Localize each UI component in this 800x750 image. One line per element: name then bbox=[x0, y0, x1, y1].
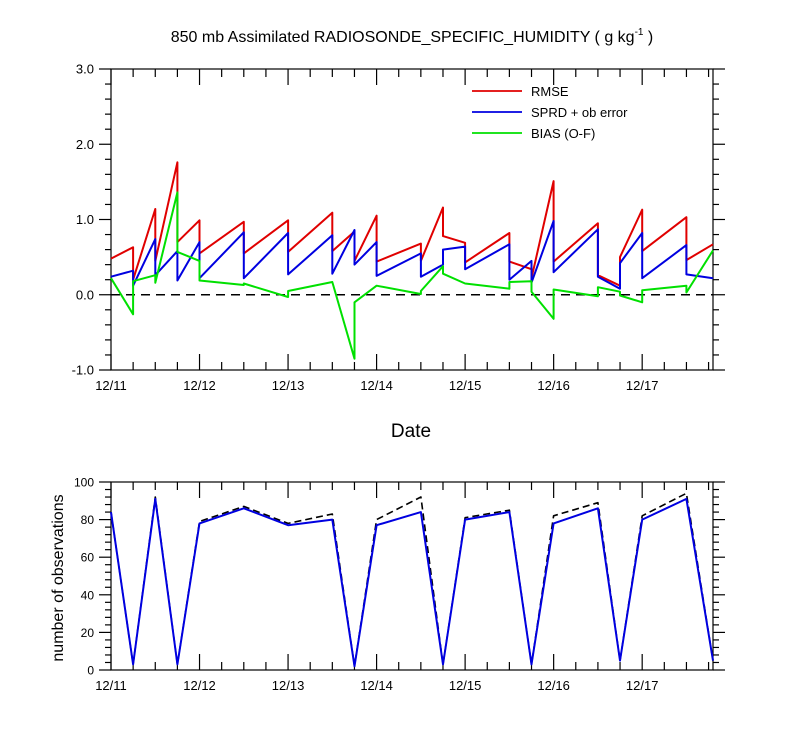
top-chart-xlabel: Date bbox=[391, 421, 431, 442]
bottom-chart-frame bbox=[110, 481, 714, 671]
bottom-chart-ylabel: number of observations bbox=[50, 494, 67, 661]
top-series-sprd-ob-error bbox=[110, 220, 714, 290]
bottom-xtick-label: 12/16 bbox=[537, 678, 570, 693]
top-ytick-label: 2.0 bbox=[76, 137, 94, 152]
bottom-series-used-observations bbox=[110, 497, 714, 668]
top-xtick-label: 12/11 bbox=[95, 378, 127, 393]
legend-label-3: BIAS (O-F) bbox=[531, 126, 595, 141]
bottom-chart-plot: 12/11 12/12 12/13 12/14 12/15 12/16 12/17 0 20 40… bbox=[74, 476, 725, 693]
bottom-ytick-label: 80 bbox=[81, 513, 95, 527]
top-xtick-label: 12/15 bbox=[449, 378, 482, 393]
top-xtick-label: 12/12 bbox=[183, 378, 216, 393]
top-chart-title: 850 mb Assimilated RADIOSONDE_SPECIFIC_H… bbox=[171, 27, 654, 46]
legend-label-1: RMSE bbox=[531, 84, 569, 99]
top-xtick-label: 12/13 bbox=[272, 378, 305, 393]
bottom-ytick-label: 60 bbox=[81, 551, 95, 565]
top-xtick-label: 12/17 bbox=[626, 378, 659, 393]
bottom-ytick-label: 40 bbox=[81, 588, 95, 602]
top-series-rmse bbox=[110, 161, 714, 287]
top-chart-plot: 12/11 12/12 12/13 12/14 12/15 12/16 12/17 -1.0 0… bbox=[72, 62, 725, 393]
top-ytick-label: 3.0 bbox=[76, 62, 94, 77]
bottom-xtick-label: 12/14 bbox=[360, 678, 393, 693]
bottom-xtick-label: 12/12 bbox=[183, 678, 216, 693]
bottom-ytick-label: 0 bbox=[87, 664, 94, 678]
top-xtick-label: 12/16 bbox=[537, 378, 570, 393]
bottom-xtick-label: 12/11 bbox=[95, 678, 127, 693]
bottom-ytick-label: 100 bbox=[74, 476, 94, 490]
top-series-bias-o-f bbox=[110, 191, 714, 360]
top-ytick-label: 0.0 bbox=[76, 287, 94, 302]
bottom-ytick-label: 20 bbox=[81, 626, 95, 640]
bottom-xtick-label: 12/17 bbox=[626, 678, 659, 693]
top-xtick-label: 12/14 bbox=[360, 378, 393, 393]
bottom-xtick-label: 12/15 bbox=[449, 678, 482, 693]
bottom-xtick-label: 12/13 bbox=[272, 678, 305, 693]
top-ytick-label: 1.0 bbox=[76, 212, 94, 227]
top-ytick-label: -1.0 bbox=[72, 363, 94, 378]
legend-label-2: SPRD + ob error bbox=[531, 105, 628, 120]
